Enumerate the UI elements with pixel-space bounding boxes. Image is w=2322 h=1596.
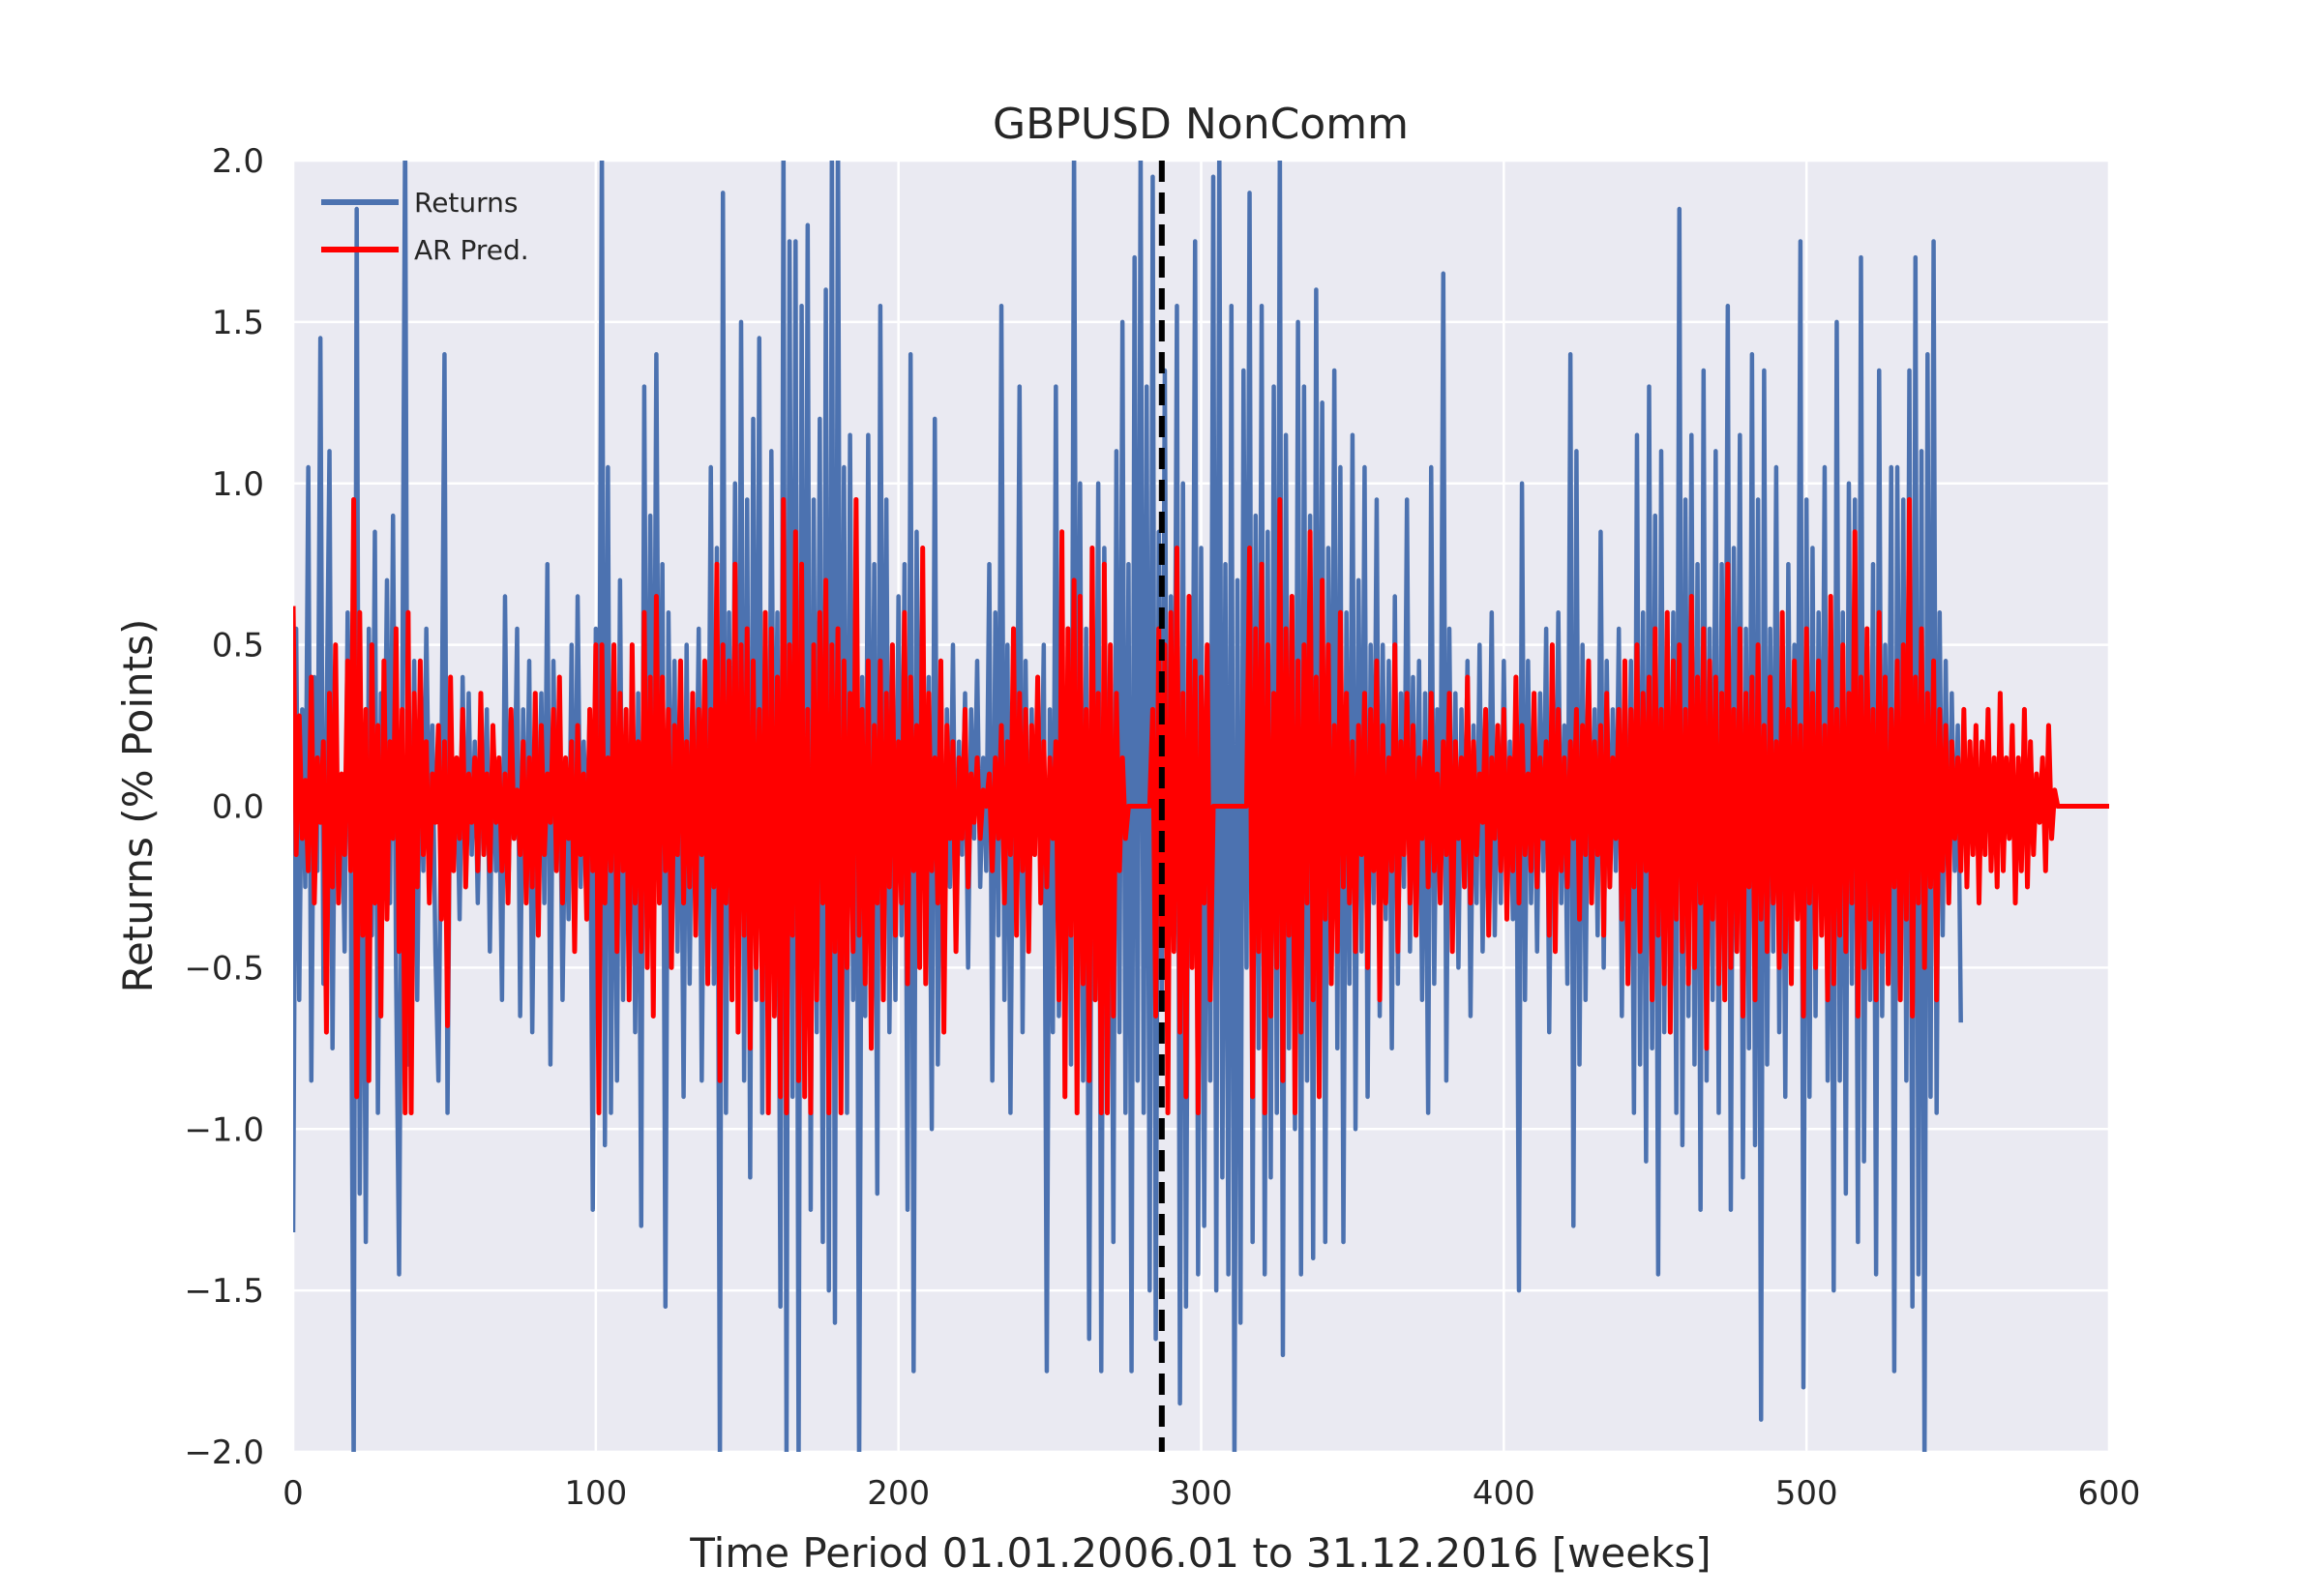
- y-tick-label: −1.0: [184, 1110, 264, 1149]
- legend-returns-label: Returns: [414, 187, 519, 219]
- x-tick-label: 600: [2078, 1474, 2141, 1513]
- y-tick-label: 0.0: [212, 788, 264, 827]
- y-tick-label: 2.0: [212, 142, 264, 181]
- x-tick-label: 200: [867, 1474, 930, 1513]
- y-tick-label: −0.5: [184, 949, 264, 988]
- x-tick-label: 0: [283, 1474, 304, 1513]
- y-tick-label: −1.5: [184, 1272, 264, 1311]
- y-axis-label: Returns (% Points): [114, 619, 162, 993]
- series-ar-pred-line: [293, 496, 2109, 1116]
- x-axis-label: Time Period 01.01.2006.01 to 31.12.2016 …: [689, 1529, 1711, 1577]
- x-tick-label: 100: [564, 1474, 627, 1513]
- y-tick-label: 1.5: [212, 304, 264, 342]
- series-layer: [293, 161, 2109, 1452]
- x-tick-label: 300: [1170, 1474, 1233, 1513]
- chart-title: GBPUSD NonComm: [993, 100, 1409, 149]
- x-tick-label: 400: [1473, 1474, 1535, 1513]
- x-tick-label: 500: [1775, 1474, 1838, 1513]
- x-axis-ticks: 0 100 200 300 400 500 600: [283, 1474, 2140, 1513]
- y-tick-label: 0.5: [212, 627, 264, 665]
- legend-ar-label: AR Pred.: [414, 234, 529, 266]
- y-tick-label: 1.0: [212, 465, 264, 504]
- legend: Returns AR Pred.: [321, 187, 529, 266]
- y-axis-ticks: 2.0 1.5 1.0 0.5 0.0 −0.5 −1.0 −1.5 −2.0: [184, 142, 264, 1472]
- y-tick-label: −2.0: [184, 1433, 264, 1472]
